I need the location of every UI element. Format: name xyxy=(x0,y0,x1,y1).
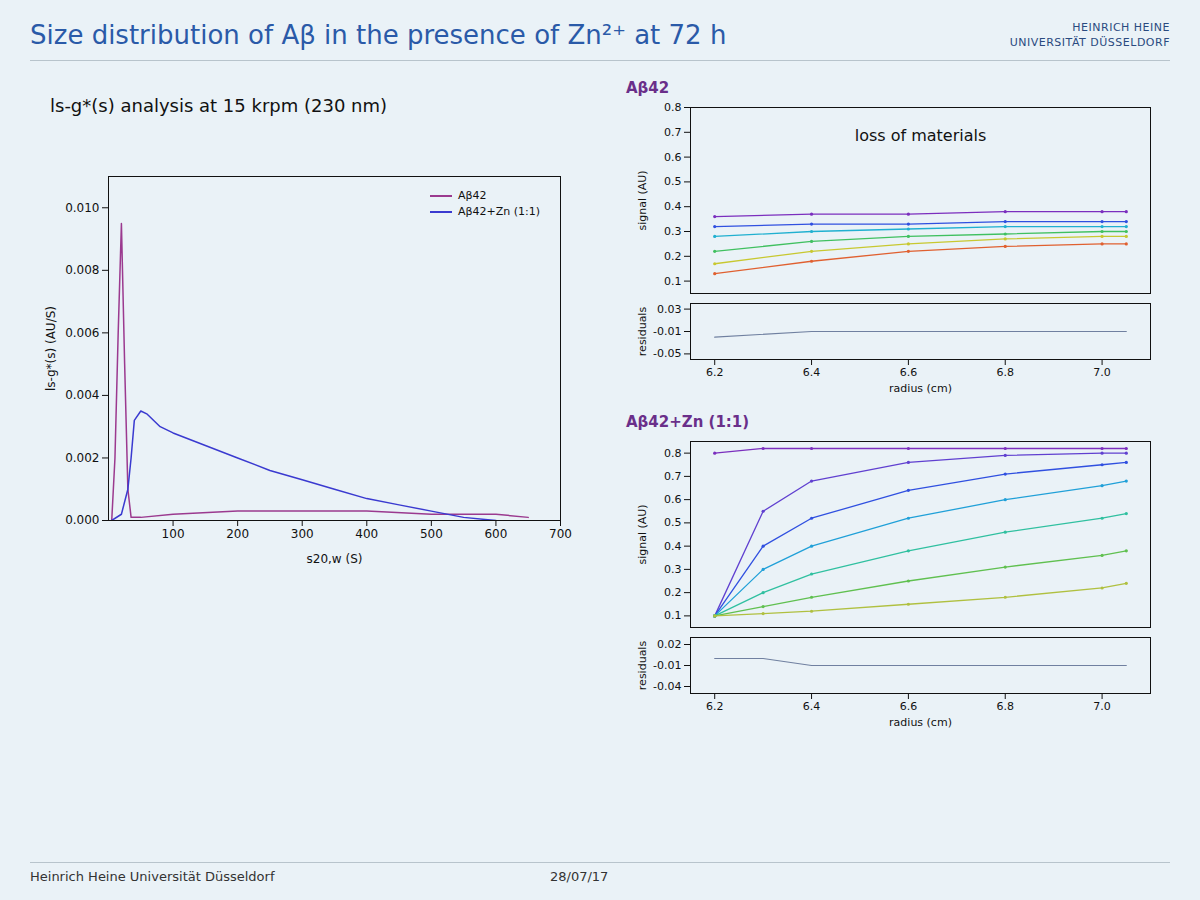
html-text:ls-g*(s) analysis at 15 krpm (: ls-g*(s) analysis at 15 krpm (230 nm) xyxy=(50,95,388,116)
svg-text:0.004: 0.004 xyxy=(65,388,99,402)
html-text:Aβ42+Zn (1:1): Aβ42+Zn (1:1) xyxy=(626,413,750,431)
svg-text:0.6: 0.6 xyxy=(664,151,682,164)
svg-text:0.4: 0.4 xyxy=(664,200,682,213)
svg-text:0.7: 0.7 xyxy=(664,126,682,139)
svg-text:0.4: 0.4 xyxy=(664,540,682,553)
svg-text:s20,w (S): s20,w (S) xyxy=(307,552,363,566)
svg-text:0.006: 0.006 xyxy=(65,326,99,340)
svg-text:0.8: 0.8 xyxy=(664,101,682,114)
svg-text:600: 600 xyxy=(484,527,507,541)
svg-text:signal (AU): signal (AU) xyxy=(636,504,649,564)
svg-text:400: 400 xyxy=(355,527,378,541)
svg-text:300: 300 xyxy=(291,527,314,541)
svg-text:radius (cm): radius (cm) xyxy=(889,716,952,729)
svg-text:0.6: 0.6 xyxy=(664,493,682,506)
svg-text:200: 200 xyxy=(226,527,249,541)
svg-text:0.3: 0.3 xyxy=(664,563,682,576)
svg-text:ls-g*(s) (AU/S): ls-g*(s) (AU/S) xyxy=(44,306,58,391)
svg-text:-0.01: -0.01 xyxy=(653,325,681,338)
svg-text:6.4: 6.4 xyxy=(803,366,821,379)
svg-text:0.3: 0.3 xyxy=(664,225,682,238)
svg-text:6.6: 6.6 xyxy=(900,700,918,713)
svg-text:0.010: 0.010 xyxy=(65,201,99,215)
html-text:Heinrich Heine Universität Düs: Heinrich Heine Universität Düsseldorf xyxy=(30,869,275,884)
svg-text:radius (cm): radius (cm) xyxy=(889,382,952,395)
svg-text:6.2: 6.2 xyxy=(706,366,724,379)
svg-text:0.7: 0.7 xyxy=(664,470,682,483)
svg-text:0.1: 0.1 xyxy=(664,275,682,288)
svg-text:residuals: residuals xyxy=(636,641,649,691)
svg-text:100: 100 xyxy=(162,527,185,541)
svg-text:0.5: 0.5 xyxy=(664,516,682,529)
svg-text:6.4: 6.4 xyxy=(803,700,821,713)
svg-text:0.002: 0.002 xyxy=(65,451,99,465)
svg-text:6.8: 6.8 xyxy=(996,366,1014,379)
svg-text:0.03: 0.03 xyxy=(657,303,682,316)
svg-text:700: 700 xyxy=(549,527,572,541)
html-text:HEINRICH HEINE: HEINRICH HEINE xyxy=(1072,21,1170,35)
svg-text:signal (AU): signal (AU) xyxy=(636,170,649,230)
svg-text:6.2: 6.2 xyxy=(706,700,724,713)
html-text:Aβ42: Aβ42 xyxy=(457,189,487,202)
html-text:Size distribution of Aβ in the: Size distribution of Aβ in the presence … xyxy=(30,20,727,50)
html-text:28/07/17: 28/07/17 xyxy=(550,869,609,884)
svg-text:0.02: 0.02 xyxy=(657,638,682,651)
html-text:UNIVERSITÄT DÜSSELDORF: UNIVERSITÄT DÜSSELDORF xyxy=(1009,35,1170,49)
svg-text:0.008: 0.008 xyxy=(65,263,99,277)
svg-text:-0.04: -0.04 xyxy=(653,680,681,693)
svg-text:0.2: 0.2 xyxy=(664,586,682,599)
svg-text:0.2: 0.2 xyxy=(664,250,682,263)
svg-text:6.6: 6.6 xyxy=(900,366,918,379)
svg-text:7.0: 7.0 xyxy=(1093,700,1111,713)
html-text:Aβ42: Aβ42 xyxy=(626,79,670,97)
svg-text:residuals: residuals xyxy=(636,307,649,357)
svg-text:0.000: 0.000 xyxy=(65,513,99,527)
svg-text:0.8: 0.8 xyxy=(664,447,682,460)
svg-text:loss of materials: loss of materials xyxy=(855,126,987,145)
svg-text:0.1: 0.1 xyxy=(664,609,682,622)
html-text:Aβ42+Zn (1:1): Aβ42+Zn (1:1) xyxy=(457,205,540,218)
svg-text:7.0: 7.0 xyxy=(1093,366,1111,379)
svg-text:-0.05: -0.05 xyxy=(653,347,681,360)
svg-text:500: 500 xyxy=(420,527,443,541)
svg-text:6.8: 6.8 xyxy=(996,700,1014,713)
svg-text:-0.01: -0.01 xyxy=(653,659,681,672)
svg-text:0.5: 0.5 xyxy=(664,175,682,188)
